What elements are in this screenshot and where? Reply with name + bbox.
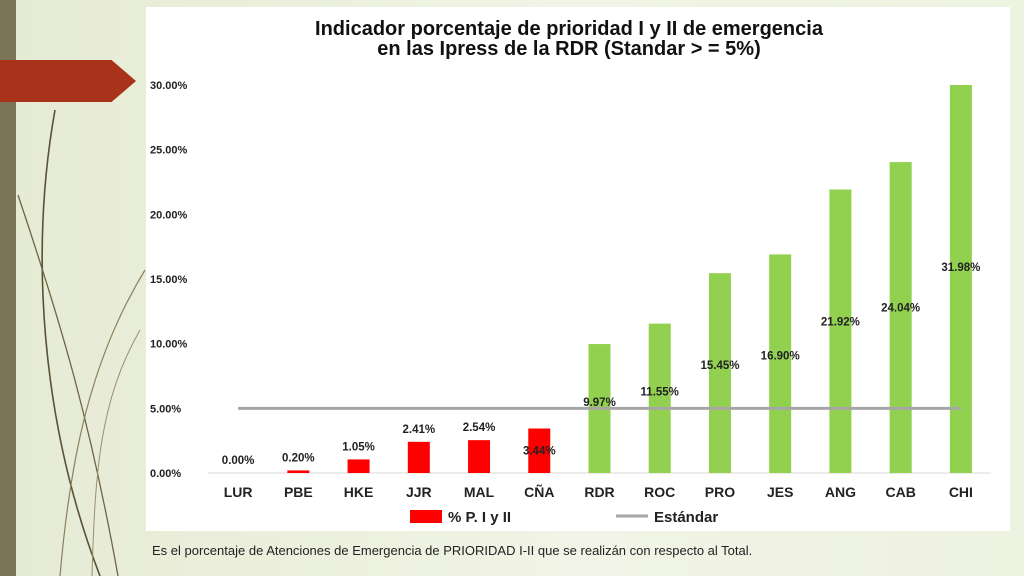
x-tick-label: CAB — [885, 484, 915, 500]
slide-caption: Es el porcentaje de Atenciones de Emerge… — [152, 543, 753, 558]
decorative-tendrils — [17, 109, 146, 576]
data-label-rdr: 9.97% — [583, 397, 616, 409]
x-tick-label: JJR — [406, 484, 432, 500]
x-tick-label: JES — [767, 484, 793, 500]
chart-card: Indicador porcentaje de prioridad I y II… — [146, 7, 1010, 531]
x-tick-label: CHI — [949, 484, 973, 500]
y-tick-label: 10.00% — [150, 339, 188, 351]
legend-swatch-box — [410, 510, 442, 523]
bar-pro — [708, 273, 731, 473]
data-label-cab: 24.04% — [881, 302, 920, 314]
y-tick-label: 15.00% — [150, 274, 188, 286]
data-label-mal: 2.54% — [463, 422, 496, 434]
bar-jes — [769, 254, 792, 473]
data-label-jes: 16.90% — [761, 350, 800, 362]
x-tick-label: PBE — [284, 484, 313, 500]
bar-cab — [889, 162, 912, 473]
data-label-roc: 11.55% — [641, 386, 679, 398]
legend-label: Estándar — [654, 509, 718, 526]
x-tick-label: ROC — [644, 484, 675, 500]
bar-pbe — [287, 470, 310, 473]
data-label-ang: 21.92% — [821, 317, 860, 329]
bar-hke — [347, 459, 370, 473]
chart-title-line-2: en las Ipress de la RDR (Standar > = 5%) — [377, 38, 760, 60]
data-label-chi: 31.98% — [941, 262, 980, 274]
left-decor-band — [0, 0, 16, 576]
x-tick-label: CÑA — [524, 483, 554, 500]
x-tick-label: RDR — [584, 484, 614, 500]
y-tick-label: 5.00% — [150, 403, 181, 415]
chart-title-line-1: Indicador porcentaje de prioridad I y II… — [315, 18, 824, 40]
data-label-pro: 15.45% — [700, 360, 739, 372]
data-label-lur: 0.00% — [222, 455, 255, 467]
bar-roc — [648, 323, 671, 473]
data-label-cña: 3.44% — [523, 446, 556, 458]
bar-ang — [829, 189, 852, 473]
x-tick-label: MAL — [464, 484, 495, 500]
x-tick-label: ANG — [825, 484, 856, 500]
y-tick-label: 0.00% — [150, 468, 181, 480]
data-label-hke: 1.05% — [342, 441, 375, 453]
bar-jjr — [407, 441, 430, 473]
bar-mal — [468, 440, 491, 473]
bar-chi — [949, 85, 972, 473]
x-tick-label: LUR — [224, 484, 253, 500]
data-label-jjr: 2.41% — [403, 424, 436, 436]
bar-chart: Indicador porcentaje de prioridad I y II… — [150, 18, 991, 526]
legend-label: % P. I y II — [448, 509, 511, 526]
y-tick-label: 30.00% — [150, 80, 188, 92]
y-tick-label: 20.00% — [150, 209, 188, 221]
x-tick-label: HKE — [344, 484, 374, 500]
data-label-pbe: 0.20% — [282, 452, 315, 464]
bar-cña — [528, 428, 551, 473]
title-arrow-tab — [0, 60, 136, 102]
x-tick-label: PRO — [705, 484, 735, 500]
y-tick-label: 25.00% — [150, 145, 188, 157]
